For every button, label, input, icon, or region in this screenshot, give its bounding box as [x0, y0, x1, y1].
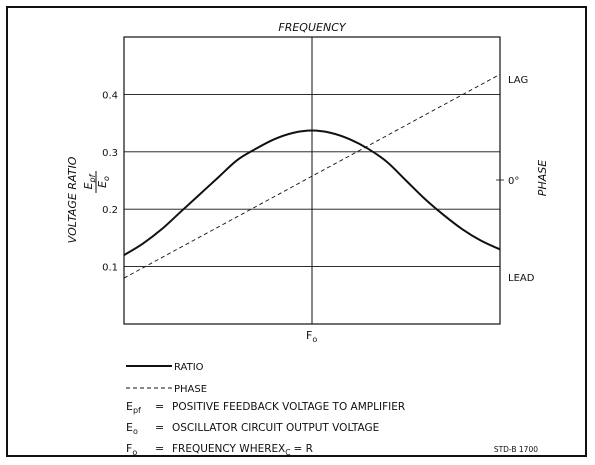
svg-text:FREQUENCY WHERE: FREQUENCY WHERE: [172, 443, 278, 455]
legend-phase-label: PHASE: [174, 384, 207, 395]
svg-text:Fo: Fo: [126, 442, 137, 457]
svg-text:=: =: [155, 400, 164, 413]
y-axis-label-right: PHASE: [536, 160, 549, 196]
series-ratio-line: [123, 129, 501, 256]
definition-eo: Eo = OSCILLATOR CIRCUIT OUTPUT VOLTAGE: [126, 421, 379, 436]
x-center-label: Fo: [306, 329, 317, 344]
left-tick-label: 0.2: [102, 205, 118, 216]
left-tick-labels: 0.4 0.3 0.2 0.1: [102, 90, 118, 273]
definition-fo: Fo = FREQUENCY WHERE XC = R: [126, 442, 313, 457]
svg-text:Epf: Epf: [82, 173, 97, 189]
y-axis-fraction: Epf Eo: [82, 171, 111, 193]
series-phase-line: [123, 73, 501, 279]
legend-ratio-label: RATIO: [174, 362, 204, 373]
right-tick-label: LAG: [508, 75, 528, 86]
figure-code: STD-B 1700: [494, 445, 538, 454]
svg-text:OSCILLATOR CIRCUIT OUTPUT VOLT: OSCILLATOR CIRCUIT OUTPUT VOLTAGE: [172, 422, 379, 434]
svg-text:Eo: Eo: [126, 421, 138, 436]
right-tick-labels: LAG 0° LEAD: [496, 75, 535, 284]
svg-text:XC= R: XC = R: [278, 443, 313, 457]
top-axis-label: FREQUENCY: [278, 21, 346, 34]
svg-text:=: =: [155, 442, 164, 455]
svg-text:Eo: Eo: [96, 176, 111, 188]
figure-frame: [6, 6, 587, 457]
definition-epf: Epf = POSITIVE FEEDBACK VOLTAGE TO AMPLI…: [126, 400, 405, 415]
right-tick-label: 0°: [508, 176, 519, 187]
left-tick-label: 0.4: [102, 90, 118, 101]
left-tick-label: 0.1: [102, 263, 118, 274]
series-layer: [123, 73, 501, 279]
right-tick-label: LEAD: [508, 273, 535, 284]
fraction-denominator: E: [96, 181, 109, 188]
fraction-denominator-sub: o: [102, 176, 111, 181]
left-tick-label: 0.3: [102, 148, 118, 159]
svg-text:POSITIVE FEEDBACK VOLTAGE TO A: POSITIVE FEEDBACK VOLTAGE TO AMPLIFIER: [172, 401, 405, 413]
svg-text:=: =: [155, 421, 164, 434]
fraction-numerator-sub: pf: [88, 173, 97, 183]
fraction-numerator: E: [82, 182, 95, 189]
svg-text:Epf: Epf: [126, 400, 141, 415]
y-axis-label-left: VOLTAGE RATIO: [66, 156, 79, 243]
